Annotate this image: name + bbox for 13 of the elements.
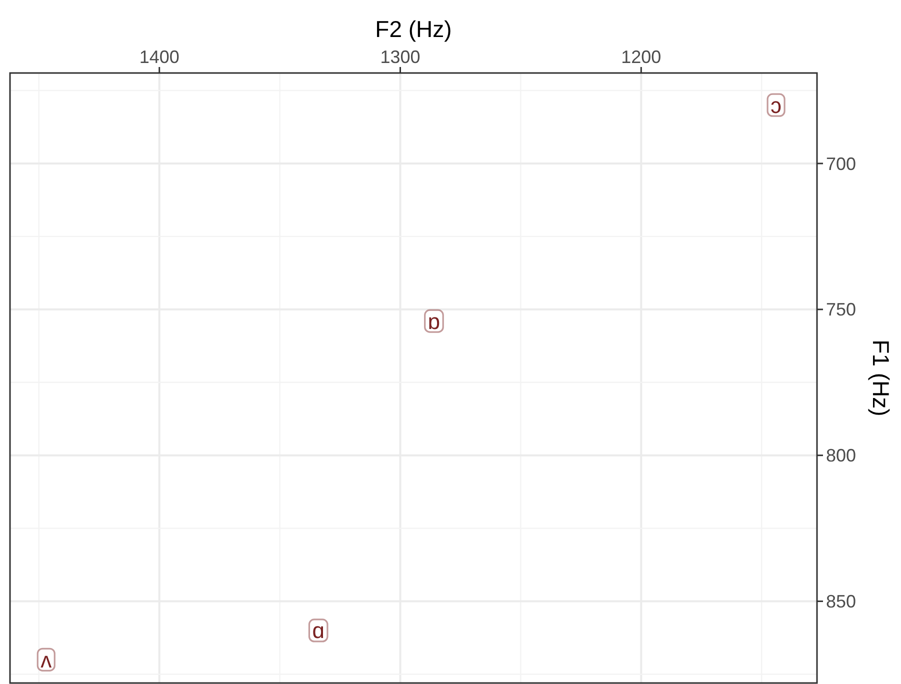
data-label: ɔ [770,92,782,118]
y-tick-label: 750 [826,300,856,320]
data-label: ɒ [428,308,440,334]
y-tick-label: 800 [826,446,856,466]
data-label: ʌ [40,647,52,672]
x-tick-label: 1300 [380,47,420,67]
y-tick-label: 700 [826,154,856,174]
y-tick-label: 850 [826,592,856,612]
y-axis-title: F1 (Hz) [868,340,894,416]
x-axis-title: F2 (Hz) [375,16,452,42]
data-label: ɑ [312,618,324,644]
x-tick-label: 1400 [139,47,180,67]
x-tick-label: 1200 [621,47,662,67]
